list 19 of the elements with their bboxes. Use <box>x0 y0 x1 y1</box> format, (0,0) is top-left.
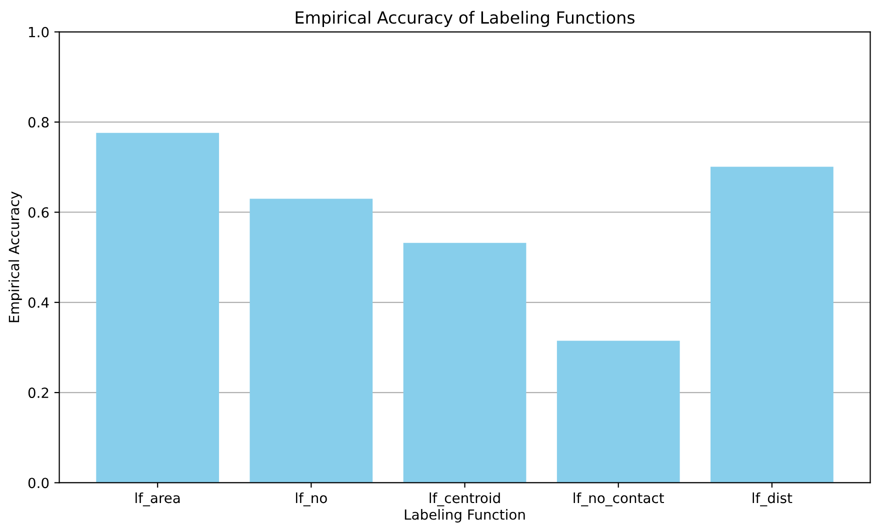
y-tick-label: 0.0 <box>28 478 49 488</box>
x-tick-label: lf_centroid <box>430 492 500 506</box>
bar <box>556 340 680 483</box>
y-tick-label: 0.2 <box>28 388 48 398</box>
x-axis-title: Labeling Function <box>404 509 525 522</box>
chart-title: Empirical Accuracy of Labeling Functions <box>296 10 635 28</box>
x-tick-label: lf_area <box>136 492 180 506</box>
y-tick-label: 0.4 <box>28 297 49 308</box>
x-tick-label: lf_no <box>296 492 327 506</box>
y-tick-label: 0.8 <box>28 117 49 128</box>
x-tick-label: lf_dist <box>752 492 792 506</box>
y-axis-title: Empirical Accuracy <box>8 192 22 322</box>
y-tick-label: 0.6 <box>28 207 49 218</box>
bar <box>96 132 220 483</box>
bar <box>250 198 373 483</box>
bar <box>710 166 834 483</box>
y-tick-label: 1.0 <box>29 26 49 38</box>
x-tick-label: lf_no_contact <box>574 492 664 506</box>
bar <box>403 242 526 483</box>
